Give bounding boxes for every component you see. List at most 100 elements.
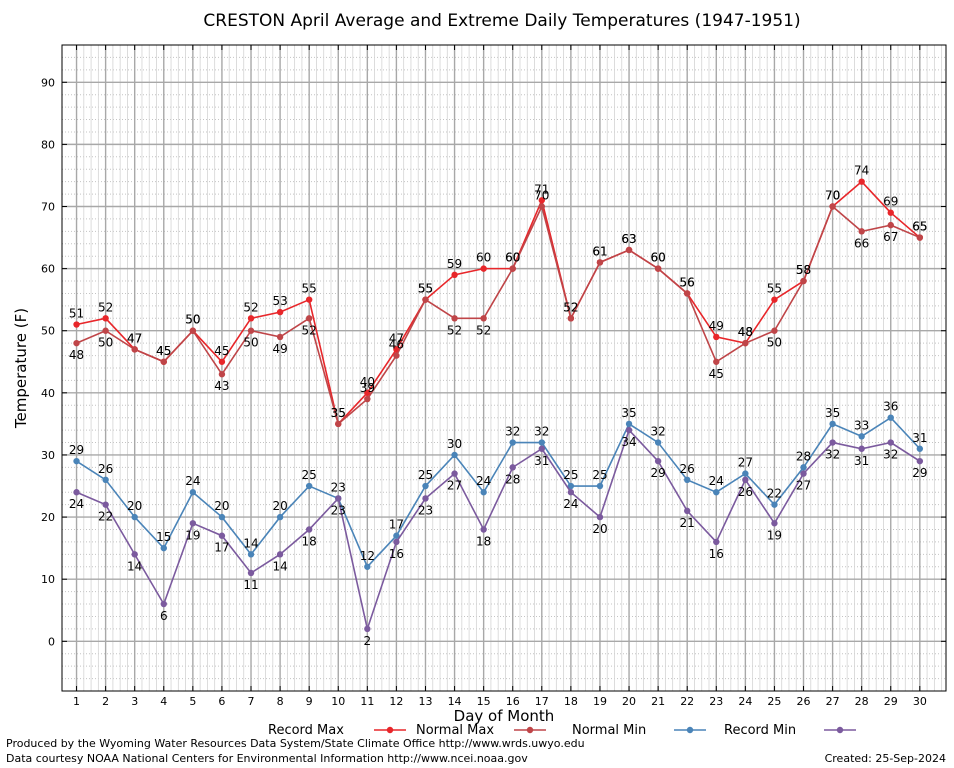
x-tick-label: 2 bbox=[102, 695, 109, 708]
series-record-max: 51 52 47 45 50 45 52 53 55 35 40 47 55 59 60 60 71 52 61 63… bbox=[69, 164, 927, 428]
data-label: 20 bbox=[592, 522, 607, 536]
data-point bbox=[887, 414, 894, 421]
data-point bbox=[480, 489, 487, 496]
data-label: 58 bbox=[796, 263, 811, 277]
x-tick-label: 17 bbox=[535, 695, 549, 708]
data-point bbox=[509, 439, 516, 446]
data-label: 52 bbox=[302, 323, 317, 337]
data-point bbox=[654, 439, 662, 446]
data-label: 18 bbox=[302, 535, 317, 549]
data-point bbox=[451, 451, 458, 459]
legend-marker bbox=[836, 726, 844, 734]
legend-label: Record Min bbox=[724, 723, 796, 738]
data-point bbox=[654, 457, 662, 465]
legend-marker bbox=[526, 726, 534, 734]
data-point bbox=[364, 389, 371, 397]
data-label: 49 bbox=[709, 319, 724, 333]
data-label: 59 bbox=[447, 257, 462, 271]
data-label: 49 bbox=[272, 342, 287, 356]
data-label: 25 bbox=[302, 468, 317, 482]
data-point bbox=[305, 296, 313, 303]
x-tick-label: 16 bbox=[506, 695, 520, 708]
data-point bbox=[625, 426, 633, 434]
data-label: 28 bbox=[505, 472, 520, 486]
data-label: 70 bbox=[825, 189, 840, 203]
data-label: 34 bbox=[621, 435, 636, 449]
data-point bbox=[771, 296, 778, 303]
data-label: 32 bbox=[534, 425, 549, 439]
x-tick-label: 22 bbox=[680, 695, 694, 708]
data-label: 40 bbox=[360, 375, 375, 389]
data-point bbox=[422, 482, 429, 490]
data-label: 61 bbox=[592, 244, 607, 258]
data-label: 65 bbox=[912, 220, 927, 234]
data-label: 31 bbox=[854, 454, 869, 468]
data-point bbox=[538, 445, 546, 452]
footer-data-courtesy: Data courtesy NOAA National Centers for … bbox=[6, 752, 528, 765]
data-point bbox=[771, 501, 778, 508]
x-tick-label: 11 bbox=[360, 695, 374, 708]
data-label: 26 bbox=[680, 462, 695, 476]
data-point bbox=[73, 321, 80, 328]
data-label: 47 bbox=[127, 331, 142, 345]
data-label: 28 bbox=[796, 449, 811, 463]
data-label: 61 bbox=[592, 244, 607, 258]
data-point bbox=[131, 551, 138, 558]
data-point bbox=[713, 489, 720, 496]
x-tick-label: 1 bbox=[73, 695, 80, 708]
data-label: 20 bbox=[127, 499, 142, 513]
plot-frame bbox=[61, 44, 947, 692]
data-label: 66 bbox=[854, 236, 869, 250]
x-tick-label: 15 bbox=[477, 695, 491, 708]
data-label: 67 bbox=[883, 230, 898, 244]
data-point bbox=[713, 358, 720, 365]
data-point bbox=[305, 315, 313, 322]
series-normal-min: 29 26 20 15 24 20 14 20 25 23 12 17 25 30 24 32 32 25 25 35… bbox=[69, 400, 927, 570]
x-tick-label: 24 bbox=[738, 695, 752, 708]
data-label: 63 bbox=[621, 232, 636, 246]
data-point bbox=[625, 420, 633, 428]
data-point bbox=[160, 600, 167, 608]
data-label: 29 bbox=[69, 443, 84, 457]
data-label: 48 bbox=[738, 325, 753, 339]
data-point bbox=[276, 333, 284, 341]
data-point bbox=[160, 544, 167, 552]
data-label: 27 bbox=[738, 456, 753, 470]
data-label: 55 bbox=[302, 282, 317, 296]
data-point bbox=[393, 352, 400, 359]
data-label: 22 bbox=[98, 510, 113, 524]
data-point bbox=[335, 420, 342, 428]
data-point bbox=[800, 470, 807, 477]
data-label: 14 bbox=[243, 536, 258, 550]
data-label: 6 bbox=[160, 609, 168, 623]
data-point bbox=[742, 339, 749, 347]
x-tick-label: 9 bbox=[306, 695, 313, 708]
legend-label: Record Max bbox=[268, 723, 344, 738]
data-label: 39 bbox=[360, 381, 375, 395]
data-point bbox=[916, 445, 924, 452]
data-label: 16 bbox=[389, 547, 404, 561]
data-label: 31 bbox=[534, 454, 549, 468]
data-label: 24 bbox=[563, 497, 578, 511]
data-point bbox=[567, 489, 575, 496]
data-label: 23 bbox=[331, 480, 346, 494]
data-point bbox=[73, 339, 80, 347]
data-label: 45 bbox=[156, 344, 171, 358]
data-label: 32 bbox=[883, 448, 898, 462]
data-point bbox=[276, 551, 284, 558]
data-label: 43 bbox=[214, 379, 229, 393]
x-tick-label: 5 bbox=[189, 695, 196, 708]
data-label: 47 bbox=[389, 331, 404, 345]
data-label: 27 bbox=[796, 479, 811, 493]
data-point bbox=[713, 538, 720, 546]
data-point bbox=[800, 464, 807, 471]
data-point bbox=[916, 234, 924, 241]
data-label: 60 bbox=[505, 251, 520, 265]
data-label: 50 bbox=[185, 313, 200, 327]
data-label: 21 bbox=[680, 516, 695, 530]
data-label: 32 bbox=[505, 425, 520, 439]
footer-produced-by: Produced by the Wyoming Water Resources … bbox=[6, 737, 585, 750]
data-label: 53 bbox=[272, 294, 287, 308]
data-point bbox=[683, 476, 691, 484]
